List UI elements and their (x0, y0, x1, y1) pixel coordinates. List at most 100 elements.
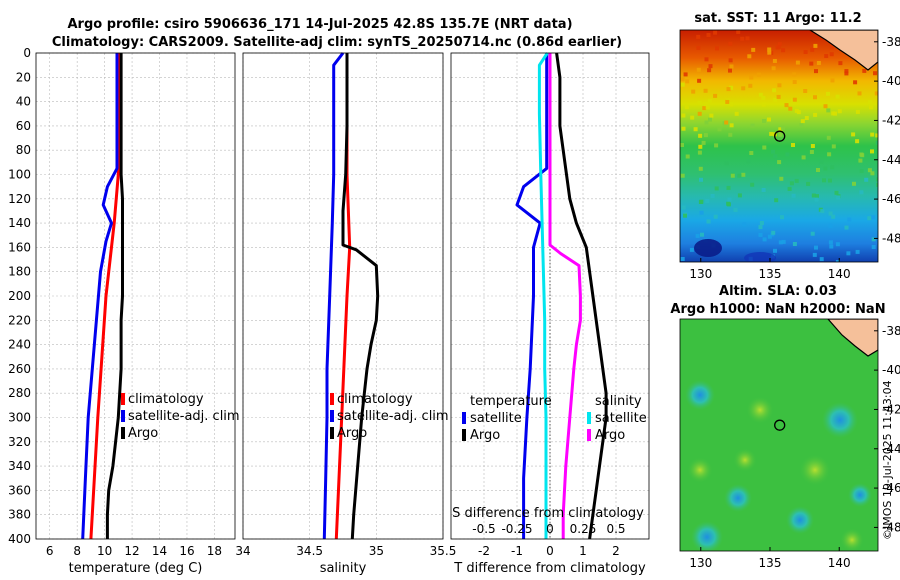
top-axis-label: S difference from climatology (452, 506, 644, 521)
series-line-t-satellite (515, 53, 549, 539)
sst-pixel (772, 59, 777, 63)
sst-pixel (874, 91, 878, 96)
depth-tick-label: 120 (8, 192, 31, 206)
map-y-tick-label: -46 (882, 192, 900, 206)
sst-pixel (867, 216, 872, 221)
sst-pixel (775, 45, 780, 50)
sst-pixel (773, 154, 778, 159)
sst-pixel (795, 60, 800, 65)
sst-pixel (812, 252, 817, 257)
sla-blob (848, 483, 872, 507)
sst-pixel (767, 234, 772, 239)
sst-pixel (681, 113, 686, 118)
x-tick-label: 6 (46, 544, 54, 558)
map-x-tick-label: 135 (759, 267, 782, 281)
sst-pixel (680, 82, 685, 87)
depth-tick-label: 280 (8, 386, 31, 400)
sla-blob (724, 484, 752, 512)
sst-pixel (828, 223, 833, 228)
sst-pixel (844, 225, 849, 230)
sst-pixel (703, 133, 708, 138)
sst-pixel (742, 222, 747, 227)
sst-pixel (804, 116, 809, 120)
sst-pixel (741, 172, 746, 177)
sst-pixel (852, 181, 856, 186)
sst-pixel (777, 83, 782, 88)
sst-pixel (698, 144, 703, 149)
sst-pixel (826, 135, 831, 140)
sst-pixel (819, 159, 824, 164)
sla-map-title-1: Altim. SLA: 0.03 (719, 284, 837, 299)
sst-pixel (702, 106, 707, 111)
sst-pixel (762, 119, 766, 123)
map-y-tick-label: -44 (882, 442, 900, 456)
sst-pixel (684, 105, 689, 110)
map-y-tick-label: -48 (882, 231, 900, 245)
sla-blob (822, 402, 858, 438)
sst-pixel (697, 150, 702, 155)
x-tick-label: 10 (97, 544, 112, 558)
sst-pixel (876, 182, 878, 187)
x-axis-label: T difference from climatology (453, 561, 646, 576)
x-tick-label: 34.5 (296, 544, 323, 558)
sst-pixel (779, 176, 784, 181)
sst-pixel (799, 123, 804, 128)
sst-pixel (858, 158, 863, 163)
sst-pixel (824, 54, 829, 58)
map-y-tick-label: -38 (882, 35, 900, 49)
sst-pixel (750, 182, 755, 187)
depth-tick-label: 0 (23, 46, 31, 60)
depth-tick-label: 20 (16, 70, 31, 84)
sst-pixel (758, 232, 763, 237)
sst-pixel (846, 251, 851, 256)
series-line-t-argo (555, 52, 608, 540)
sla-blob (786, 506, 814, 534)
legend-label: climatology (128, 392, 204, 407)
depth-tick-label: 180 (8, 265, 31, 279)
series-line-satellite-adj.-clim (81, 53, 119, 540)
x-tick-label: 14 (152, 544, 167, 558)
sla-map (680, 319, 878, 551)
difference-panel: -2 -1 0 1 2 T difference from climatology temp… (450, 52, 650, 576)
sst-pixel (697, 100, 702, 105)
sst-pixel (767, 47, 772, 52)
series-line-argo (105, 53, 124, 539)
sst-pixel (855, 109, 860, 114)
sst-pixel (698, 133, 703, 138)
sst-pixel (844, 71, 849, 76)
depth-tick-label: 100 (8, 168, 31, 182)
sst-pixel (780, 215, 784, 220)
sst-pixel (870, 132, 875, 137)
x-tick-label: 16 (179, 544, 194, 558)
sst-pixel (710, 194, 715, 198)
sst-pixel (729, 123, 734, 128)
main-title-line2: Climatology: CARS2009. Satellite-adj cli… (52, 35, 622, 50)
sla-argo-marker (774, 419, 786, 431)
main-title-line1: Argo profile: csiro 5906636_171 14-Jul-2… (67, 17, 572, 32)
sst-pixel (870, 149, 874, 154)
legend-title-salinity: salinity (595, 394, 642, 409)
sst-pixel (737, 173, 742, 178)
sst-pixel (773, 248, 777, 253)
sst-pixel (803, 89, 808, 93)
sst-pixel (851, 132, 856, 137)
sst-pixel (749, 75, 754, 80)
sst-pixel (713, 30, 718, 35)
sst-pixel (697, 78, 702, 83)
sst-pixel (757, 72, 761, 77)
legend-label: satellite-adj. clim (337, 409, 449, 424)
top-tick-label: -0.25 (501, 522, 532, 536)
sst-pixel (685, 79, 690, 84)
sst-map (680, 30, 878, 262)
sst-pixel (813, 95, 817, 100)
sst-pixel (853, 80, 858, 85)
depth-tick-label: 260 (8, 362, 31, 376)
x-axis-label: temperature (deg C) (69, 561, 203, 576)
sst-pixel (781, 48, 786, 53)
sst-pixel (862, 68, 867, 73)
sst-pixel (778, 127, 783, 132)
sst-pixel (685, 154, 690, 159)
sst-pixel (737, 193, 742, 198)
sst-pixel (830, 78, 835, 83)
sst-pixel (695, 233, 700, 238)
